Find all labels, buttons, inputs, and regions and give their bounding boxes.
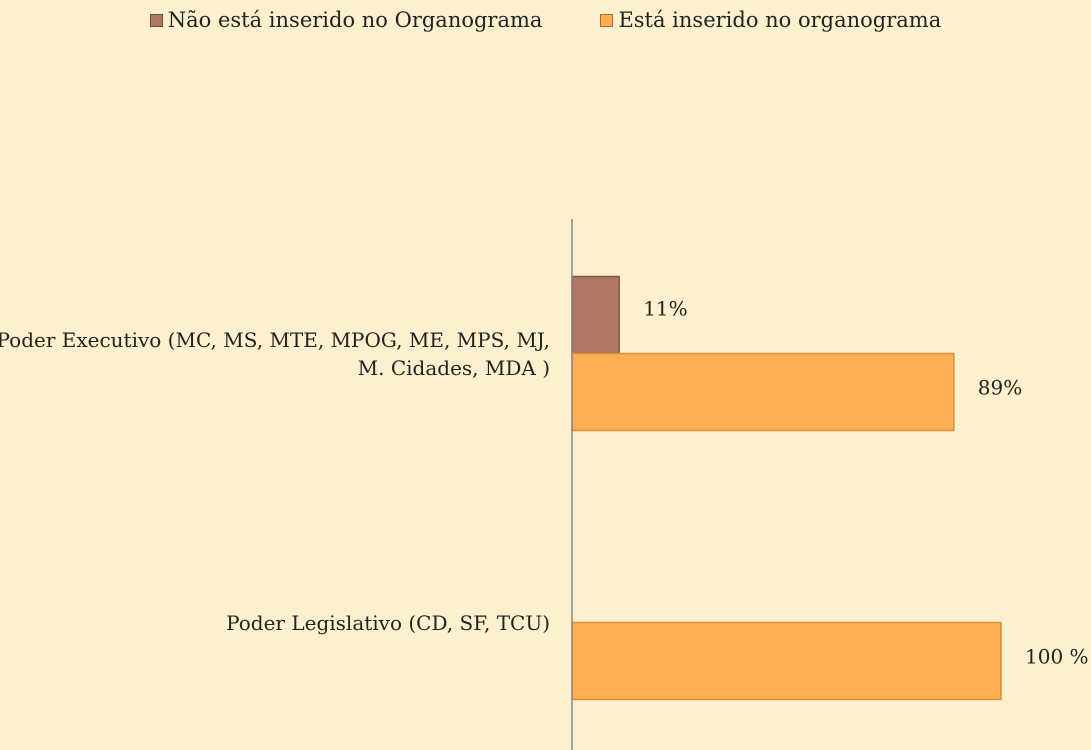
legend-item: Não está inserido no Organograma	[149, 8, 543, 32]
y-tick-label: Poder Legislativo (CD, SF, TCU)	[226, 610, 550, 635]
legend-swatch	[149, 13, 163, 27]
bar	[571, 621, 1002, 701]
legend-item: Está inserido no organograma	[600, 8, 941, 32]
bar	[571, 275, 620, 355]
data-label: 100 %	[1025, 645, 1089, 669]
legend-swatch	[600, 13, 614, 27]
legend-label: Não está inserido no Organograma	[167, 8, 543, 32]
legend: Não está inserido no Organograma Está ins…	[0, 8, 1091, 32]
data-label: 11%	[643, 297, 687, 321]
y-tick-label: Poder Executivo (MC, MS, MTE, MPOG, ME, …	[0, 327, 550, 380]
data-label: 89%	[978, 376, 1022, 400]
legend-label: Está inserido no organograma	[618, 8, 942, 32]
bar	[571, 352, 955, 432]
